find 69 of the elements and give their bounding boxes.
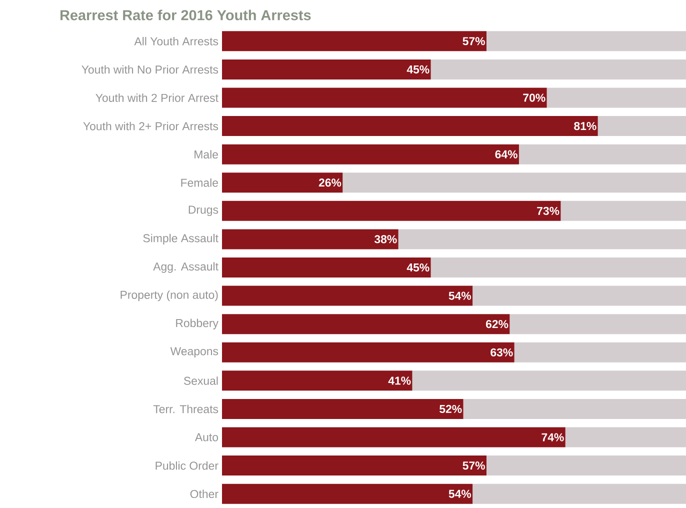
bar bbox=[510, 314, 686, 334]
data-label: 57% bbox=[462, 462, 485, 470]
bar bbox=[222, 484, 473, 504]
y-tick-label: Robbery bbox=[176, 318, 218, 330]
bar bbox=[222, 200, 561, 221]
bar bbox=[222, 88, 547, 108]
data-label: 38% bbox=[374, 235, 397, 244]
y-tick-label: Weapons bbox=[170, 347, 218, 358]
data-label: 54% bbox=[448, 292, 472, 300]
data-label: 45% bbox=[406, 263, 430, 272]
y-tick-label: Sexual bbox=[184, 376, 218, 385]
data-label: 41% bbox=[388, 376, 411, 385]
y-tick-label: Youth with 2+ Prior Arrests bbox=[83, 122, 218, 130]
bar bbox=[463, 398, 686, 419]
bar bbox=[222, 116, 598, 136]
chart-title: Rearrest Rate for 2016 Youth Arrests bbox=[60, 10, 311, 20]
y-tick-label: Female bbox=[181, 178, 218, 187]
y-tick-label: Agg. Assault bbox=[153, 262, 218, 273]
bar bbox=[430, 59, 686, 80]
bar bbox=[598, 116, 686, 136]
bar bbox=[486, 456, 686, 476]
y-tick-label: Public Order bbox=[156, 461, 218, 470]
data-label: 52% bbox=[440, 404, 462, 414]
bar bbox=[222, 229, 398, 250]
y-tick-label: All Youth Arrests bbox=[134, 36, 218, 46]
bar bbox=[222, 314, 510, 334]
bar bbox=[546, 88, 686, 108]
y-tick-label: Other bbox=[190, 490, 218, 498]
y-tick-label: Simple Assault bbox=[143, 234, 218, 245]
bar bbox=[222, 172, 343, 193]
bar bbox=[430, 258, 686, 278]
data-label: 74% bbox=[542, 433, 564, 442]
bar bbox=[222, 258, 431, 278]
bar bbox=[412, 370, 686, 391]
y-tick-label: Drugs bbox=[188, 206, 218, 216]
y-tick-label: Youth with No Prior Arrests bbox=[82, 65, 218, 74]
y-tick-label: Terr. Threats bbox=[153, 404, 218, 414]
bar bbox=[222, 370, 412, 391]
y-tick-label: Male bbox=[194, 150, 218, 159]
bar bbox=[565, 427, 686, 448]
bar bbox=[472, 484, 686, 504]
bar bbox=[486, 31, 686, 52]
bar bbox=[398, 229, 686, 250]
data-label: 81% bbox=[574, 122, 596, 130]
bar bbox=[472, 286, 686, 306]
bar bbox=[222, 31, 486, 52]
y-tick-label: Property (non auto) bbox=[120, 290, 218, 302]
bar bbox=[560, 200, 686, 221]
bar bbox=[222, 427, 566, 448]
bar bbox=[222, 59, 431, 80]
data-label: 70% bbox=[523, 94, 546, 102]
bar bbox=[222, 286, 473, 306]
data-label: 62% bbox=[486, 320, 508, 328]
data-label: 63% bbox=[490, 348, 513, 356]
bar bbox=[222, 456, 486, 476]
bar bbox=[222, 398, 464, 419]
data-label: 64% bbox=[495, 150, 518, 158]
data-label: 73% bbox=[537, 206, 560, 215]
bar bbox=[514, 342, 686, 362]
bar bbox=[222, 144, 519, 164]
bar bbox=[518, 144, 686, 164]
y-tick-label: Youth with 2 Prior Arrest bbox=[96, 94, 218, 102]
bar bbox=[342, 172, 686, 193]
bar bbox=[222, 342, 514, 362]
data-label: 54% bbox=[448, 490, 472, 498]
data-label: 26% bbox=[318, 178, 342, 187]
data-label: 57% bbox=[462, 37, 485, 46]
data-label: 45% bbox=[406, 65, 430, 74]
y-tick-label: Auto bbox=[194, 433, 218, 442]
